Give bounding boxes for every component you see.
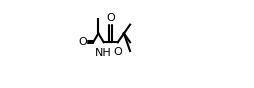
Text: NH: NH <box>95 48 112 58</box>
Text: O: O <box>78 37 87 47</box>
Text: O: O <box>106 13 115 23</box>
Text: O: O <box>113 47 122 57</box>
